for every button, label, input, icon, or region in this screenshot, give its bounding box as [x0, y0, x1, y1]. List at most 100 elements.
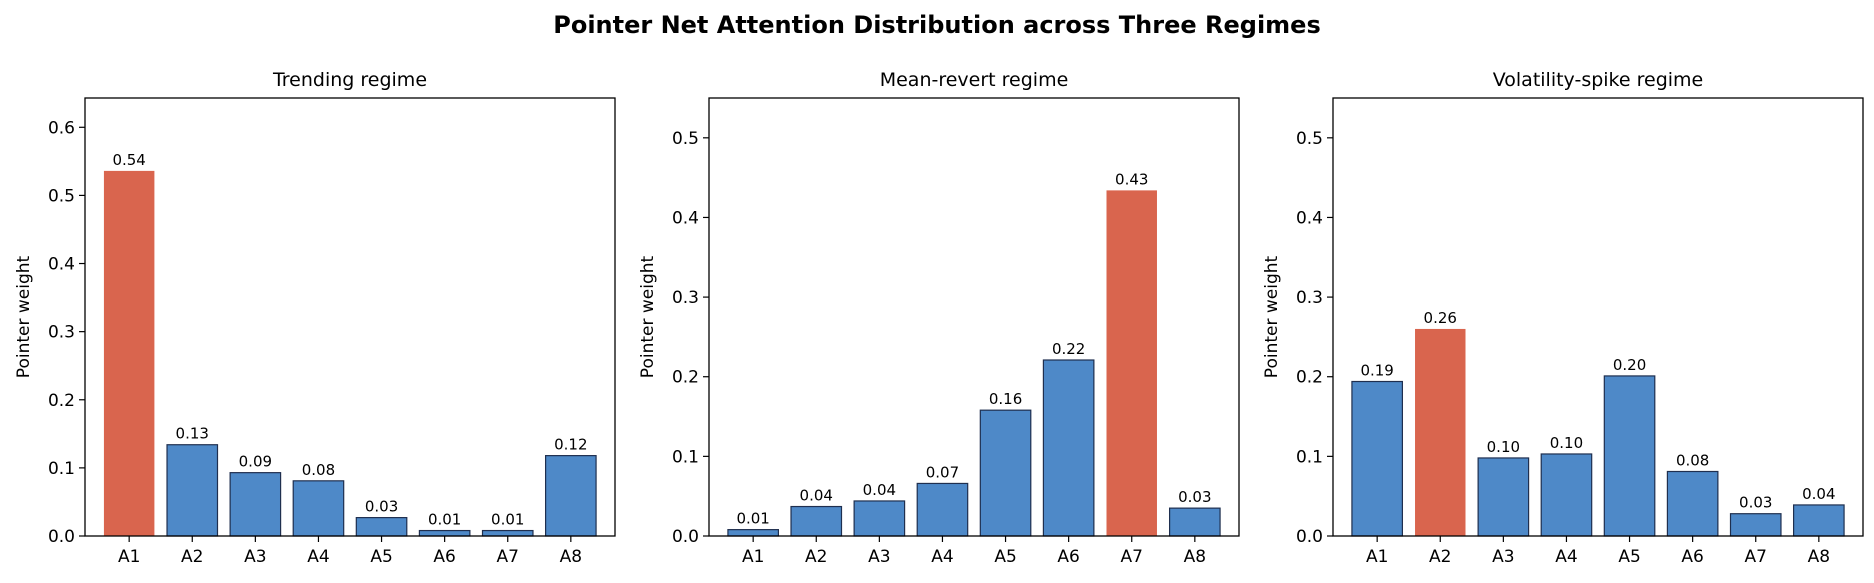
x-tick-label-A4: A4 [307, 547, 329, 567]
data-label-A1: 0.19 [1360, 362, 1393, 380]
y-tick-label: 0.6 [48, 118, 75, 138]
chart-panel-1: Trending regime Pointer weight 0.54 0.13 0.0… [14, 69, 616, 567]
y-tick-label: 0.4 [1296, 208, 1323, 228]
data-label-A3: 0.04 [863, 481, 896, 499]
bar-A3 [229, 472, 282, 537]
y-tick-label: 0.1 [1296, 447, 1323, 467]
data-label-A5: 0.16 [989, 390, 1022, 408]
bar-A3 [853, 500, 906, 537]
y-tick-label: 0.3 [48, 323, 75, 343]
data-label-A6: 0.08 [1676, 451, 1709, 469]
chart-panel-3: Volatility-spike regime Pointer weight 0.1… [1262, 69, 1864, 567]
chart-panel-2: Mean-revert regime Pointer weight 0.01 0.04… [638, 69, 1240, 567]
bar-A2 [790, 505, 843, 537]
figure-title: Pointer Net Attention Distribution acros… [553, 11, 1321, 39]
y-tick-label: 0.1 [48, 459, 75, 479]
bar-A8 [1168, 507, 1221, 537]
bar-A6 [1666, 470, 1719, 537]
y-axis-label: Pointer weight [1262, 255, 1282, 378]
data-label-A7: 0.03 [1739, 494, 1772, 512]
bar-A7 [1106, 190, 1157, 537]
bar-A4 [1540, 453, 1593, 537]
data-label-A2: 0.26 [1424, 309, 1457, 327]
y-tick-label: 0.5 [48, 186, 75, 206]
y-tick-label: 0.4 [672, 208, 699, 228]
bar-A7 [481, 529, 534, 537]
x-tick-label-A7: A7 [1121, 547, 1143, 567]
data-label-A5: 0.20 [1613, 356, 1646, 374]
x-tick-label-A1: A1 [1366, 547, 1388, 567]
bar-A3 [1477, 457, 1530, 537]
y-tick-label: 0.3 [1296, 288, 1323, 308]
data-label-A1: 0.01 [736, 510, 769, 528]
panel-title: Trending regime [272, 69, 427, 91]
bar-A4 [916, 482, 969, 537]
x-tick-label-A1: A1 [742, 547, 764, 567]
x-tick-label-A4: A4 [931, 547, 953, 567]
data-label-A1: 0.54 [112, 151, 145, 169]
data-label-A5: 0.03 [365, 498, 398, 516]
x-tick-label-A8: A8 [1808, 547, 1830, 567]
panels: Trending regime Pointer weight 0.54 0.13 0.0… [14, 69, 1864, 567]
bar-A5 [1603, 375, 1656, 537]
y-tick-label: 0.0 [48, 527, 75, 547]
y-tick-label: 0.3 [672, 288, 699, 308]
x-tick-label-A5: A5 [370, 547, 392, 567]
x-tick-label-A6: A6 [433, 547, 455, 567]
bar-A5 [979, 409, 1032, 537]
data-label-A7: 0.43 [1115, 170, 1148, 188]
y-tick-label: 0.2 [48, 391, 75, 411]
x-tick-label-A6: A6 [1681, 547, 1703, 567]
data-label-A8: 0.04 [1802, 485, 1835, 503]
data-label-A4: 0.07 [926, 463, 959, 481]
data-label-A6: 0.01 [428, 511, 461, 529]
x-tick-label-A7: A7 [497, 547, 519, 567]
y-tick-label: 0.1 [672, 447, 699, 467]
x-tick-label-A7: A7 [1745, 547, 1767, 567]
plot-frame [84, 97, 616, 537]
bar-A7 [1729, 513, 1782, 537]
y-axis-label: Pointer weight [14, 255, 34, 378]
y-tick-label: 0.2 [1296, 368, 1323, 388]
bar-A8 [1792, 504, 1845, 537]
x-tick-label-A3: A3 [1492, 547, 1514, 567]
y-tick-label: 0.2 [672, 368, 699, 388]
data-label-A3: 0.10 [1487, 438, 1520, 456]
data-label-A2: 0.13 [176, 425, 209, 443]
y-tick-label: 0.0 [672, 527, 699, 547]
data-label-A6: 0.22 [1052, 340, 1085, 358]
bar-A8 [544, 455, 597, 537]
bar-A1 [727, 529, 780, 537]
x-tick-label-A8: A8 [560, 547, 582, 567]
x-tick-label-A6: A6 [1057, 547, 1079, 567]
y-tick-label: 0.5 [1296, 129, 1323, 149]
y-tick-label: 0.4 [48, 255, 75, 275]
x-tick-label-A1: A1 [118, 547, 140, 567]
plot-frame [1332, 97, 1864, 537]
y-axis-label: Pointer weight [638, 255, 658, 378]
bar-A4 [292, 480, 345, 537]
bar-A6 [418, 529, 471, 537]
x-tick-label-A8: A8 [1184, 547, 1206, 567]
data-label-A7: 0.01 [491, 511, 524, 529]
data-label-A3: 0.09 [239, 453, 272, 471]
data-label-A2: 0.04 [800, 487, 833, 505]
data-label-A4: 0.10 [1550, 434, 1583, 452]
x-tick-label-A2: A2 [1429, 547, 1451, 567]
x-tick-label-A3: A3 [868, 547, 890, 567]
bar-A1 [1351, 380, 1404, 537]
x-tick-label-A5: A5 [1618, 547, 1640, 567]
bar-A6 [1042, 359, 1095, 537]
x-tick-label-A4: A4 [1555, 547, 1577, 567]
y-tick-label: 0.5 [672, 129, 699, 149]
y-tick-label: 0.0 [1296, 527, 1323, 547]
data-label-A8: 0.03 [1178, 488, 1211, 506]
x-tick-label-A2: A2 [805, 547, 827, 567]
panel-title: Mean-revert regime [880, 69, 1069, 91]
x-tick-label-A2: A2 [181, 547, 203, 567]
data-label-A8: 0.12 [554, 436, 587, 454]
bar-A2 [166, 444, 219, 537]
panel-title: Volatility-spike regime [1493, 69, 1703, 91]
bar-A5 [355, 517, 408, 537]
